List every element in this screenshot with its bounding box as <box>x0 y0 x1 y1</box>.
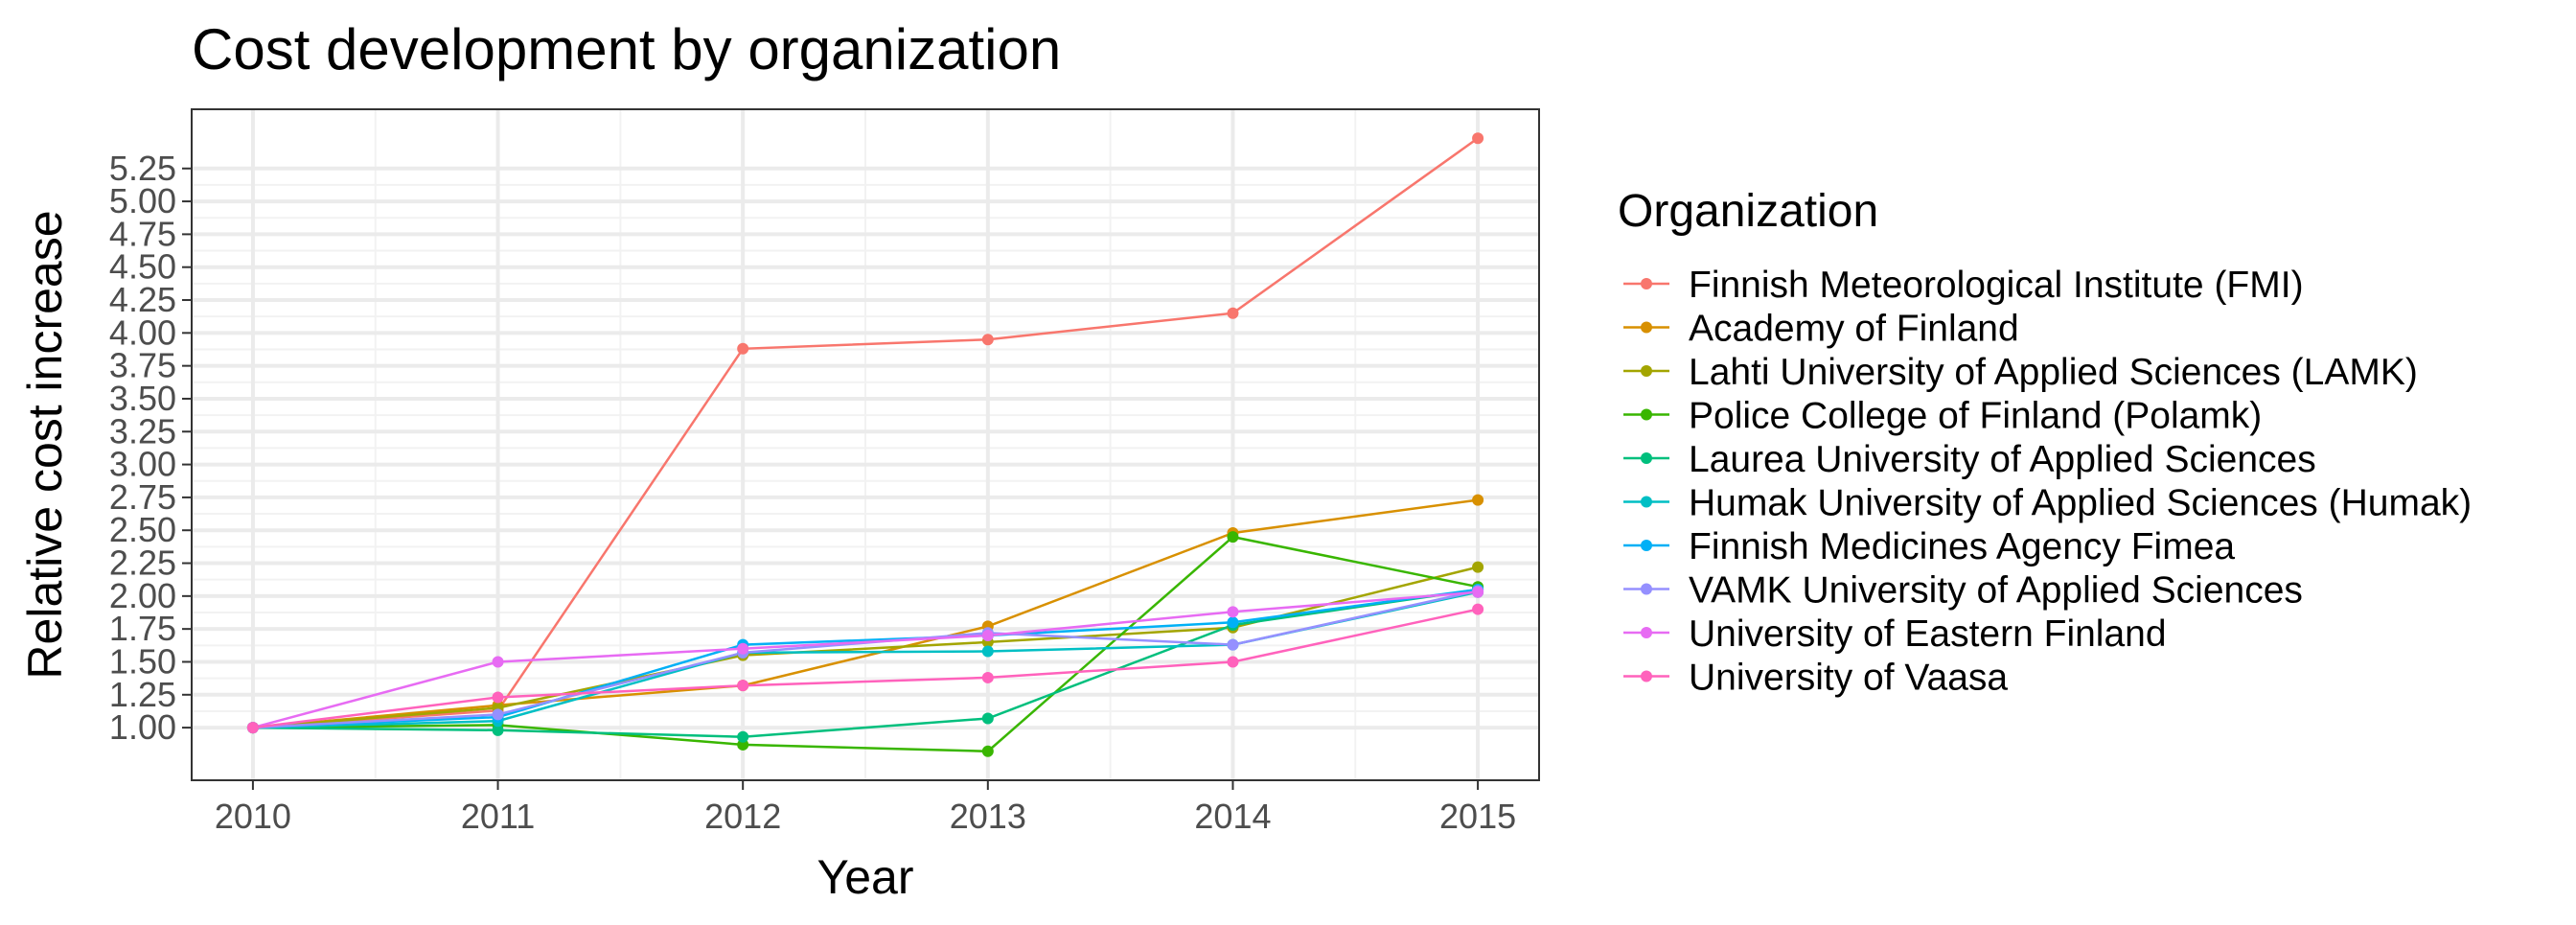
y-tick-label: 4.75 <box>109 214 176 253</box>
data-point-9-1 <box>492 691 504 704</box>
y-tick-label: 2.75 <box>109 477 176 517</box>
series-line-0 <box>252 137 1479 729</box>
data-point-8-1 <box>492 656 504 668</box>
data-point-8-2 <box>737 642 749 655</box>
data-point-8-4 <box>1227 606 1239 618</box>
y-axis-title: Relative cost increase <box>18 210 72 679</box>
legend-label-7: VAMK University of Applied Sciences <box>1689 570 2303 612</box>
y-tick-label: 3.75 <box>109 346 176 385</box>
data-point-9-4 <box>1227 656 1239 668</box>
data-point-3-3 <box>981 745 994 757</box>
legend-key-point-3 <box>1641 408 1652 421</box>
legend-key-point-5 <box>1641 496 1652 508</box>
data-point-5-3 <box>981 645 994 658</box>
y-tick-label: 2.50 <box>109 510 176 549</box>
data-point-7-4 <box>1227 638 1239 651</box>
data-point-4-3 <box>981 712 994 725</box>
plot-border <box>191 108 1540 781</box>
series-points <box>246 132 1484 757</box>
legend-label-5: Humak University of Applied Sciences (Hu… <box>1689 483 2472 524</box>
y-tick-label: 5.25 <box>109 149 176 188</box>
legend-label-6: Finnish Medicines Agency Fimea <box>1689 526 2235 567</box>
y-tick-label: 2.25 <box>109 543 176 583</box>
y-tick-label: 3.25 <box>109 411 176 451</box>
legend-key-point-8 <box>1641 627 1652 638</box>
legend-key-point-4 <box>1641 452 1652 464</box>
legend-items: Finnish Meteorological Institute (FMI)Ac… <box>1623 265 2472 699</box>
y-tick-label: 3.00 <box>109 445 176 484</box>
y-tick-label: 4.00 <box>109 312 176 352</box>
y-tick-label: 1.00 <box>109 707 176 747</box>
series-lines <box>252 137 1479 753</box>
legend-label-3: Police College of Finland (Polamk) <box>1689 396 2262 437</box>
legend-key-point-2 <box>1641 365 1652 377</box>
y-axis: 1.001.251.501.752.002.252.502.753.003.25… <box>109 149 192 747</box>
y-tick-label: 4.50 <box>109 247 176 287</box>
y-tick-label: 4.25 <box>109 280 176 319</box>
legend-key-point-1 <box>1641 321 1652 334</box>
data-point-8-5 <box>1472 586 1484 598</box>
legend-key-point-6 <box>1641 540 1652 551</box>
data-point-0-4 <box>1227 307 1239 319</box>
grid-major <box>192 109 1539 780</box>
legend-label-8: University of Eastern Finland <box>1689 613 2167 655</box>
data-point-9-0 <box>246 722 259 734</box>
series-line-9 <box>252 608 1479 729</box>
legend-label-1: Academy of Finland <box>1689 309 2019 350</box>
data-point-8-3 <box>981 630 994 642</box>
x-tick-label: 2012 <box>704 797 781 836</box>
data-point-3-2 <box>737 738 749 751</box>
data-point-9-3 <box>981 671 994 683</box>
chart-title: Cost development by organization <box>192 17 1061 81</box>
legend-key-point-9 <box>1641 670 1652 682</box>
data-point-9-5 <box>1472 603 1484 615</box>
y-tick-label: 2.00 <box>109 576 176 615</box>
y-tick-label: 5.00 <box>109 181 176 220</box>
grid-minor <box>192 109 1539 780</box>
x-tick-label: 2015 <box>1439 797 1516 836</box>
series-line-1 <box>252 498 1479 729</box>
data-point-1-5 <box>1472 494 1484 506</box>
legend-label-9: University of Vaasa <box>1689 658 2008 699</box>
y-tick-label: 1.25 <box>109 675 176 714</box>
legend-title: Organization <box>1618 186 1878 237</box>
data-point-0-3 <box>981 334 994 346</box>
series-line-3 <box>252 535 1479 753</box>
x-tick-label: 2014 <box>1194 797 1271 836</box>
data-point-3-4 <box>1227 531 1239 543</box>
legend-label-0: Finnish Meteorological Institute (FMI) <box>1689 265 2304 306</box>
x-axis-title: Year <box>816 850 913 904</box>
x-tick-label: 2013 <box>950 797 1026 836</box>
data-point-6-4 <box>1227 616 1239 629</box>
series-line-4 <box>252 588 1479 738</box>
data-point-7-1 <box>492 708 504 721</box>
data-point-4-1 <box>492 724 504 736</box>
data-point-4-2 <box>737 730 749 743</box>
y-tick-label: 1.50 <box>109 641 176 681</box>
legend-key-point-0 <box>1641 278 1652 289</box>
legend-label-4: Laurea University of Applied Sciences <box>1689 439 2316 480</box>
legend: Organization Finnish Meteorological Inst… <box>1618 186 2472 699</box>
series-line-6 <box>252 588 1479 729</box>
x-tick-label: 2011 <box>461 797 535 836</box>
series-line-8 <box>252 590 1479 729</box>
legend-label-2: Lahti University of Applied Sciences (LA… <box>1689 352 2418 393</box>
y-tick-label: 3.50 <box>109 379 176 418</box>
data-point-2-5 <box>1472 561 1484 573</box>
legend-key-point-7 <box>1641 583 1652 595</box>
data-point-0-5 <box>1472 132 1484 145</box>
x-axis: 2010 2011 2012 2013 2014 2015 <box>215 780 1516 836</box>
x-tick-label: 2010 <box>215 797 291 836</box>
y-tick-label: 1.75 <box>109 609 176 648</box>
data-point-9-2 <box>737 680 749 692</box>
data-point-0-2 <box>737 342 749 355</box>
